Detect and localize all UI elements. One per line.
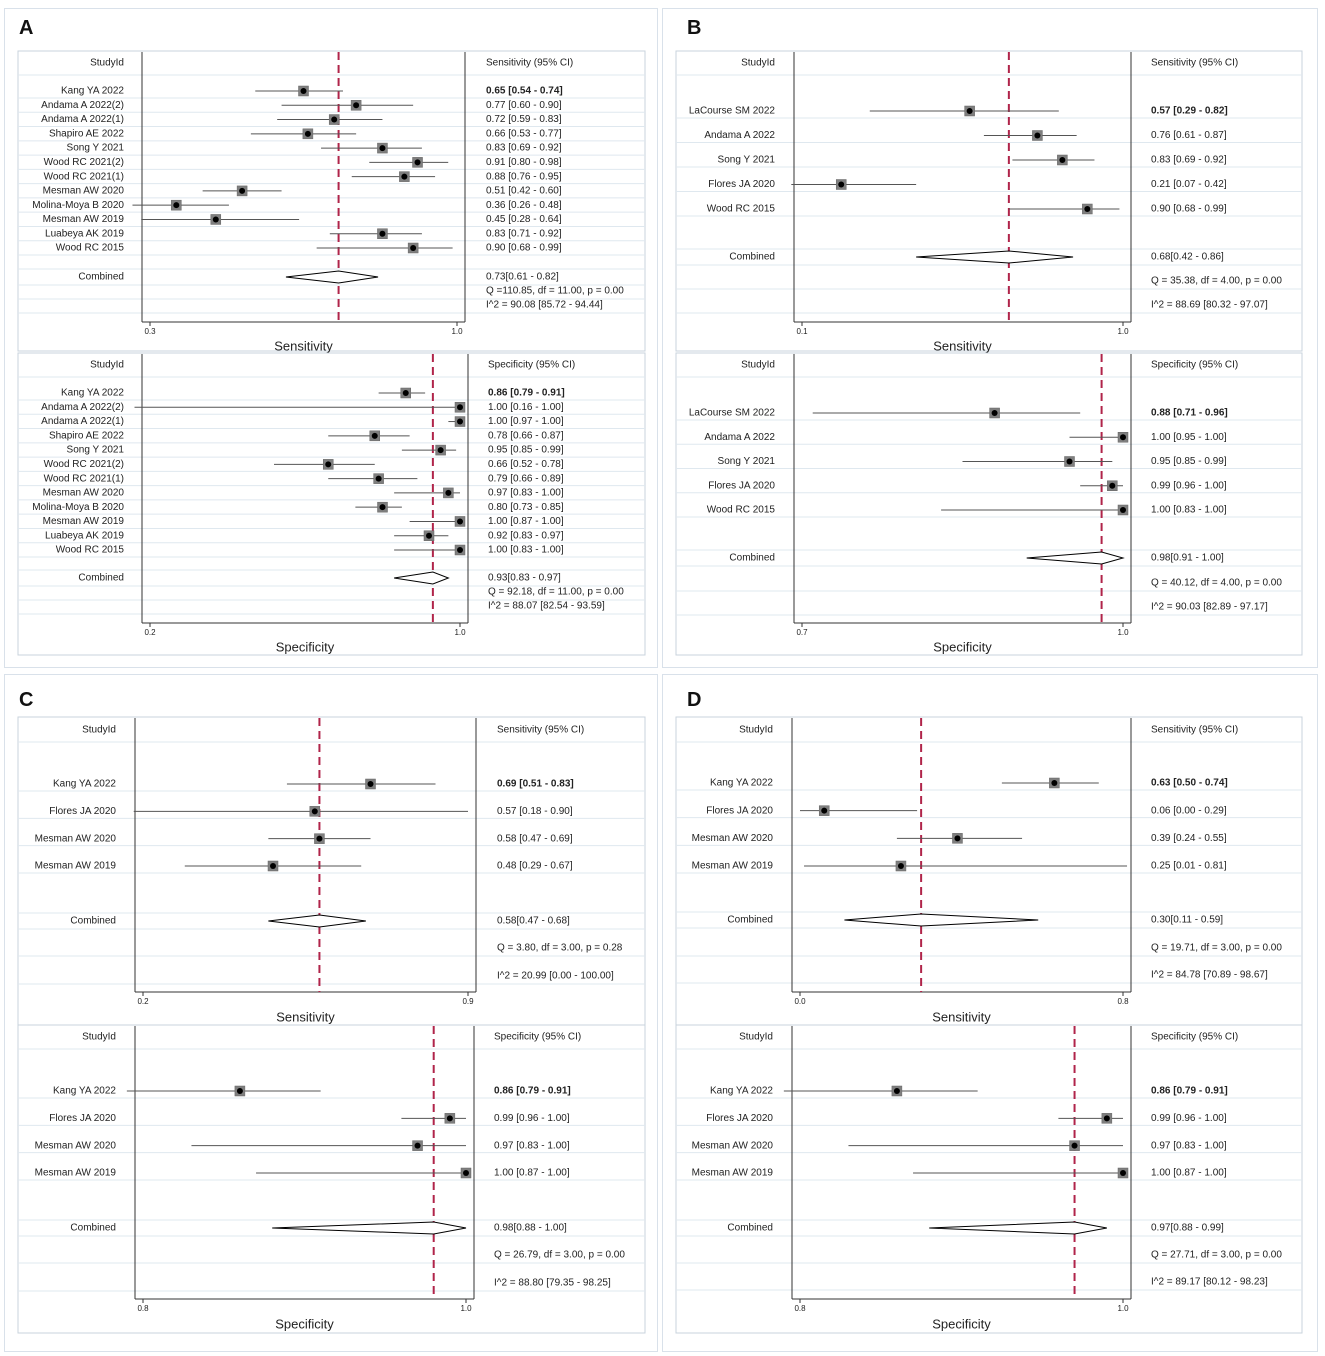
- panel-a: A: [4, 8, 658, 668]
- panel-d: D: [662, 674, 1318, 1352]
- panel-b: B: [662, 8, 1318, 668]
- panel-c: C: [4, 674, 658, 1352]
- panel-a-letter: A: [19, 17, 34, 39]
- panel-d-letter: D: [687, 689, 702, 711]
- panel-b-letter: B: [687, 17, 702, 39]
- panel-c-letter: C: [19, 689, 34, 711]
